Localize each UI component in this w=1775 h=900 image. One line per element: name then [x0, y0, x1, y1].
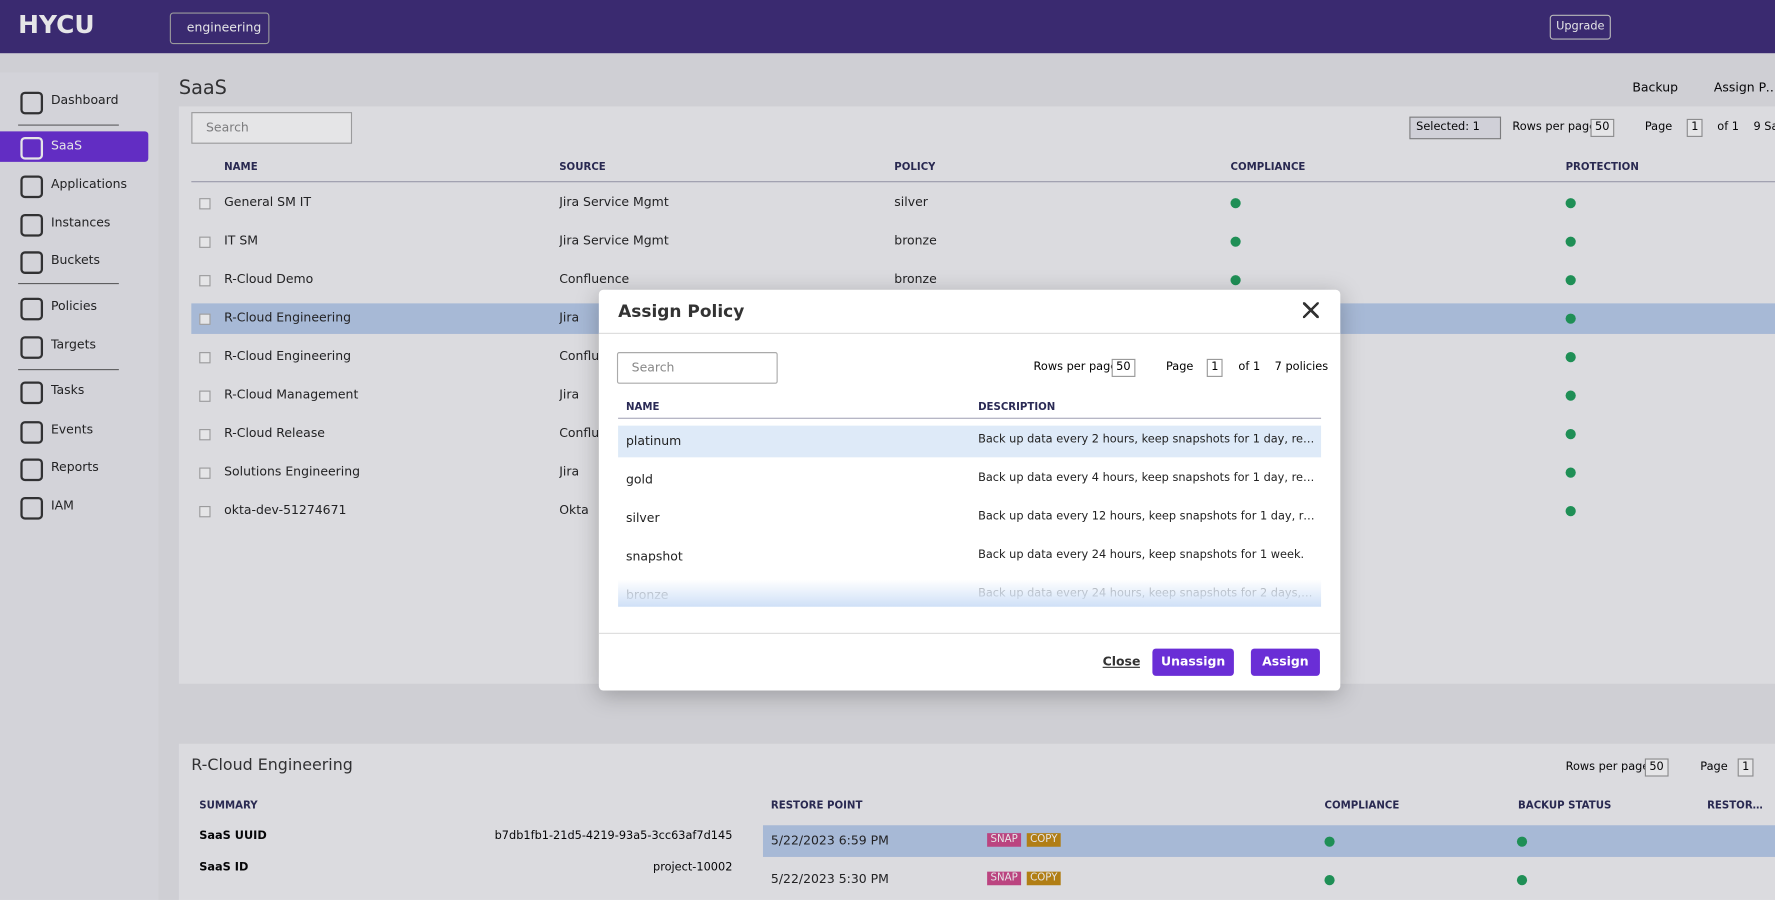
row-checkbox[interactable] — [199, 313, 211, 325]
policy-name[interactable]: snapshot — [626, 549, 683, 564]
nav-icon — [20, 213, 44, 237]
compliance-ok — [1230, 275, 1241, 286]
policy-desc[interactable]: Back up data every 12 hours, keep snapsh… — [978, 510, 1315, 523]
rows-select[interactable]: 50 — [1111, 358, 1136, 377]
nav-icon — [20, 336, 44, 359]
policy-name[interactable]: gold — [626, 472, 653, 487]
row-checkbox[interactable] — [199, 506, 211, 518]
nav-icon — [20, 91, 44, 115]
help-icon — [1278, 300, 1289, 320]
page-input[interactable]: 1 — [1206, 358, 1224, 377]
nav-icon — [20, 251, 44, 274]
protection-ok — [1565, 198, 1576, 209]
sidebar — [0, 72, 159, 900]
col-desc: DESCRIPTION — [978, 401, 1056, 414]
nav-icon — [20, 381, 44, 405]
nav-icon — [20, 458, 44, 482]
restore-selected — [762, 825, 1775, 857]
hover-row — [618, 425, 1322, 458]
row-checkbox[interactable] — [199, 467, 211, 479]
row-checkbox[interactable] — [199, 236, 211, 248]
detail-panel — [178, 743, 1775, 900]
org-select[interactable]: engineering — [169, 12, 270, 45]
nav-icon — [20, 297, 44, 321]
compliance-ok — [1324, 836, 1335, 847]
policy-desc[interactable]: Back up data every 4 hours, keep snapsho… — [978, 472, 1315, 485]
close-button[interactable]: Close — [1102, 654, 1141, 670]
snap-badge: SNAP — [987, 833, 1022, 847]
compliance-ok — [1324, 875, 1335, 886]
close-icon[interactable] — [1302, 302, 1319, 319]
nav-icon — [20, 496, 44, 520]
page-input[interactable]: 1 — [1686, 118, 1703, 137]
page-label: Page — [1165, 361, 1194, 374]
protection-ok — [1565, 313, 1576, 324]
compliance-ok — [1230, 236, 1241, 247]
copy-badge: COPY — [1026, 871, 1061, 886]
modal-search[interactable]: Search — [616, 352, 778, 384]
protection-ok — [1565, 275, 1576, 286]
row-checkbox[interactable] — [199, 198, 211, 210]
row-checkbox[interactable] — [199, 429, 211, 441]
page-of: of 1 — [1238, 361, 1261, 374]
policy-desc[interactable]: Back up data every 2 hours, keep snapsho… — [978, 433, 1315, 447]
compliance-ok — [1230, 198, 1241, 209]
protection-ok — [1565, 467, 1576, 478]
top-bar — [0, 0, 1775, 54]
nav-divider — [18, 283, 119, 285]
policy-count: 7 policies — [1274, 361, 1329, 374]
row-checkbox[interactable] — [199, 275, 211, 287]
footer-divider — [598, 632, 1341, 634]
selected-chip: Selected: 1 — [1409, 116, 1502, 140]
policy-desc[interactable]: Back up data every 24 hours, keep snapsh… — [978, 549, 1305, 562]
header-line — [618, 417, 1322, 419]
backup-ok — [1516, 875, 1528, 886]
col-name: NAME — [626, 401, 660, 414]
nav-divider — [18, 124, 119, 126]
nav-icon — [20, 421, 44, 444]
modal-title: Assign Policy — [618, 301, 745, 322]
rows-select[interactable]: 50 — [1590, 118, 1614, 137]
nav-divider — [18, 369, 119, 371]
protection-ok — [1565, 390, 1576, 401]
upgrade-button[interactable]: Upgrade — [1549, 14, 1611, 40]
search-input[interactable]: Search — [191, 112, 353, 144]
nav-icon — [20, 175, 44, 199]
row-checkbox[interactable] — [199, 352, 211, 364]
protection-ok — [1565, 236, 1576, 247]
assign-button[interactable]: Assign — [1250, 648, 1320, 676]
snap-badge: SNAP — [987, 871, 1022, 886]
policy-name[interactable]: silver — [626, 510, 660, 526]
table-header-line — [191, 181, 1775, 183]
rows-label: Rows per page — [1033, 361, 1118, 374]
protection-ok — [1565, 352, 1576, 363]
backup-ok — [1516, 836, 1528, 847]
protection-ok — [1565, 506, 1576, 517]
detail-rows-select[interactable]: 50 — [1644, 758, 1669, 777]
modal: Assign Policy Search Rows per page 50 Page 1 o… — [598, 289, 1341, 691]
policy-name[interactable]: platinum — [626, 433, 682, 449]
fade-row — [618, 579, 1322, 607]
modal-divider — [598, 332, 1341, 334]
protection-ok — [1565, 429, 1576, 440]
row-checkbox[interactable] — [199, 390, 211, 402]
nav-icon — [20, 136, 44, 160]
copy-badge: COPY — [1026, 833, 1061, 847]
unassign-button[interactable]: Unassign — [1152, 648, 1234, 676]
detail-page-input[interactable]: 1 — [1737, 758, 1754, 777]
